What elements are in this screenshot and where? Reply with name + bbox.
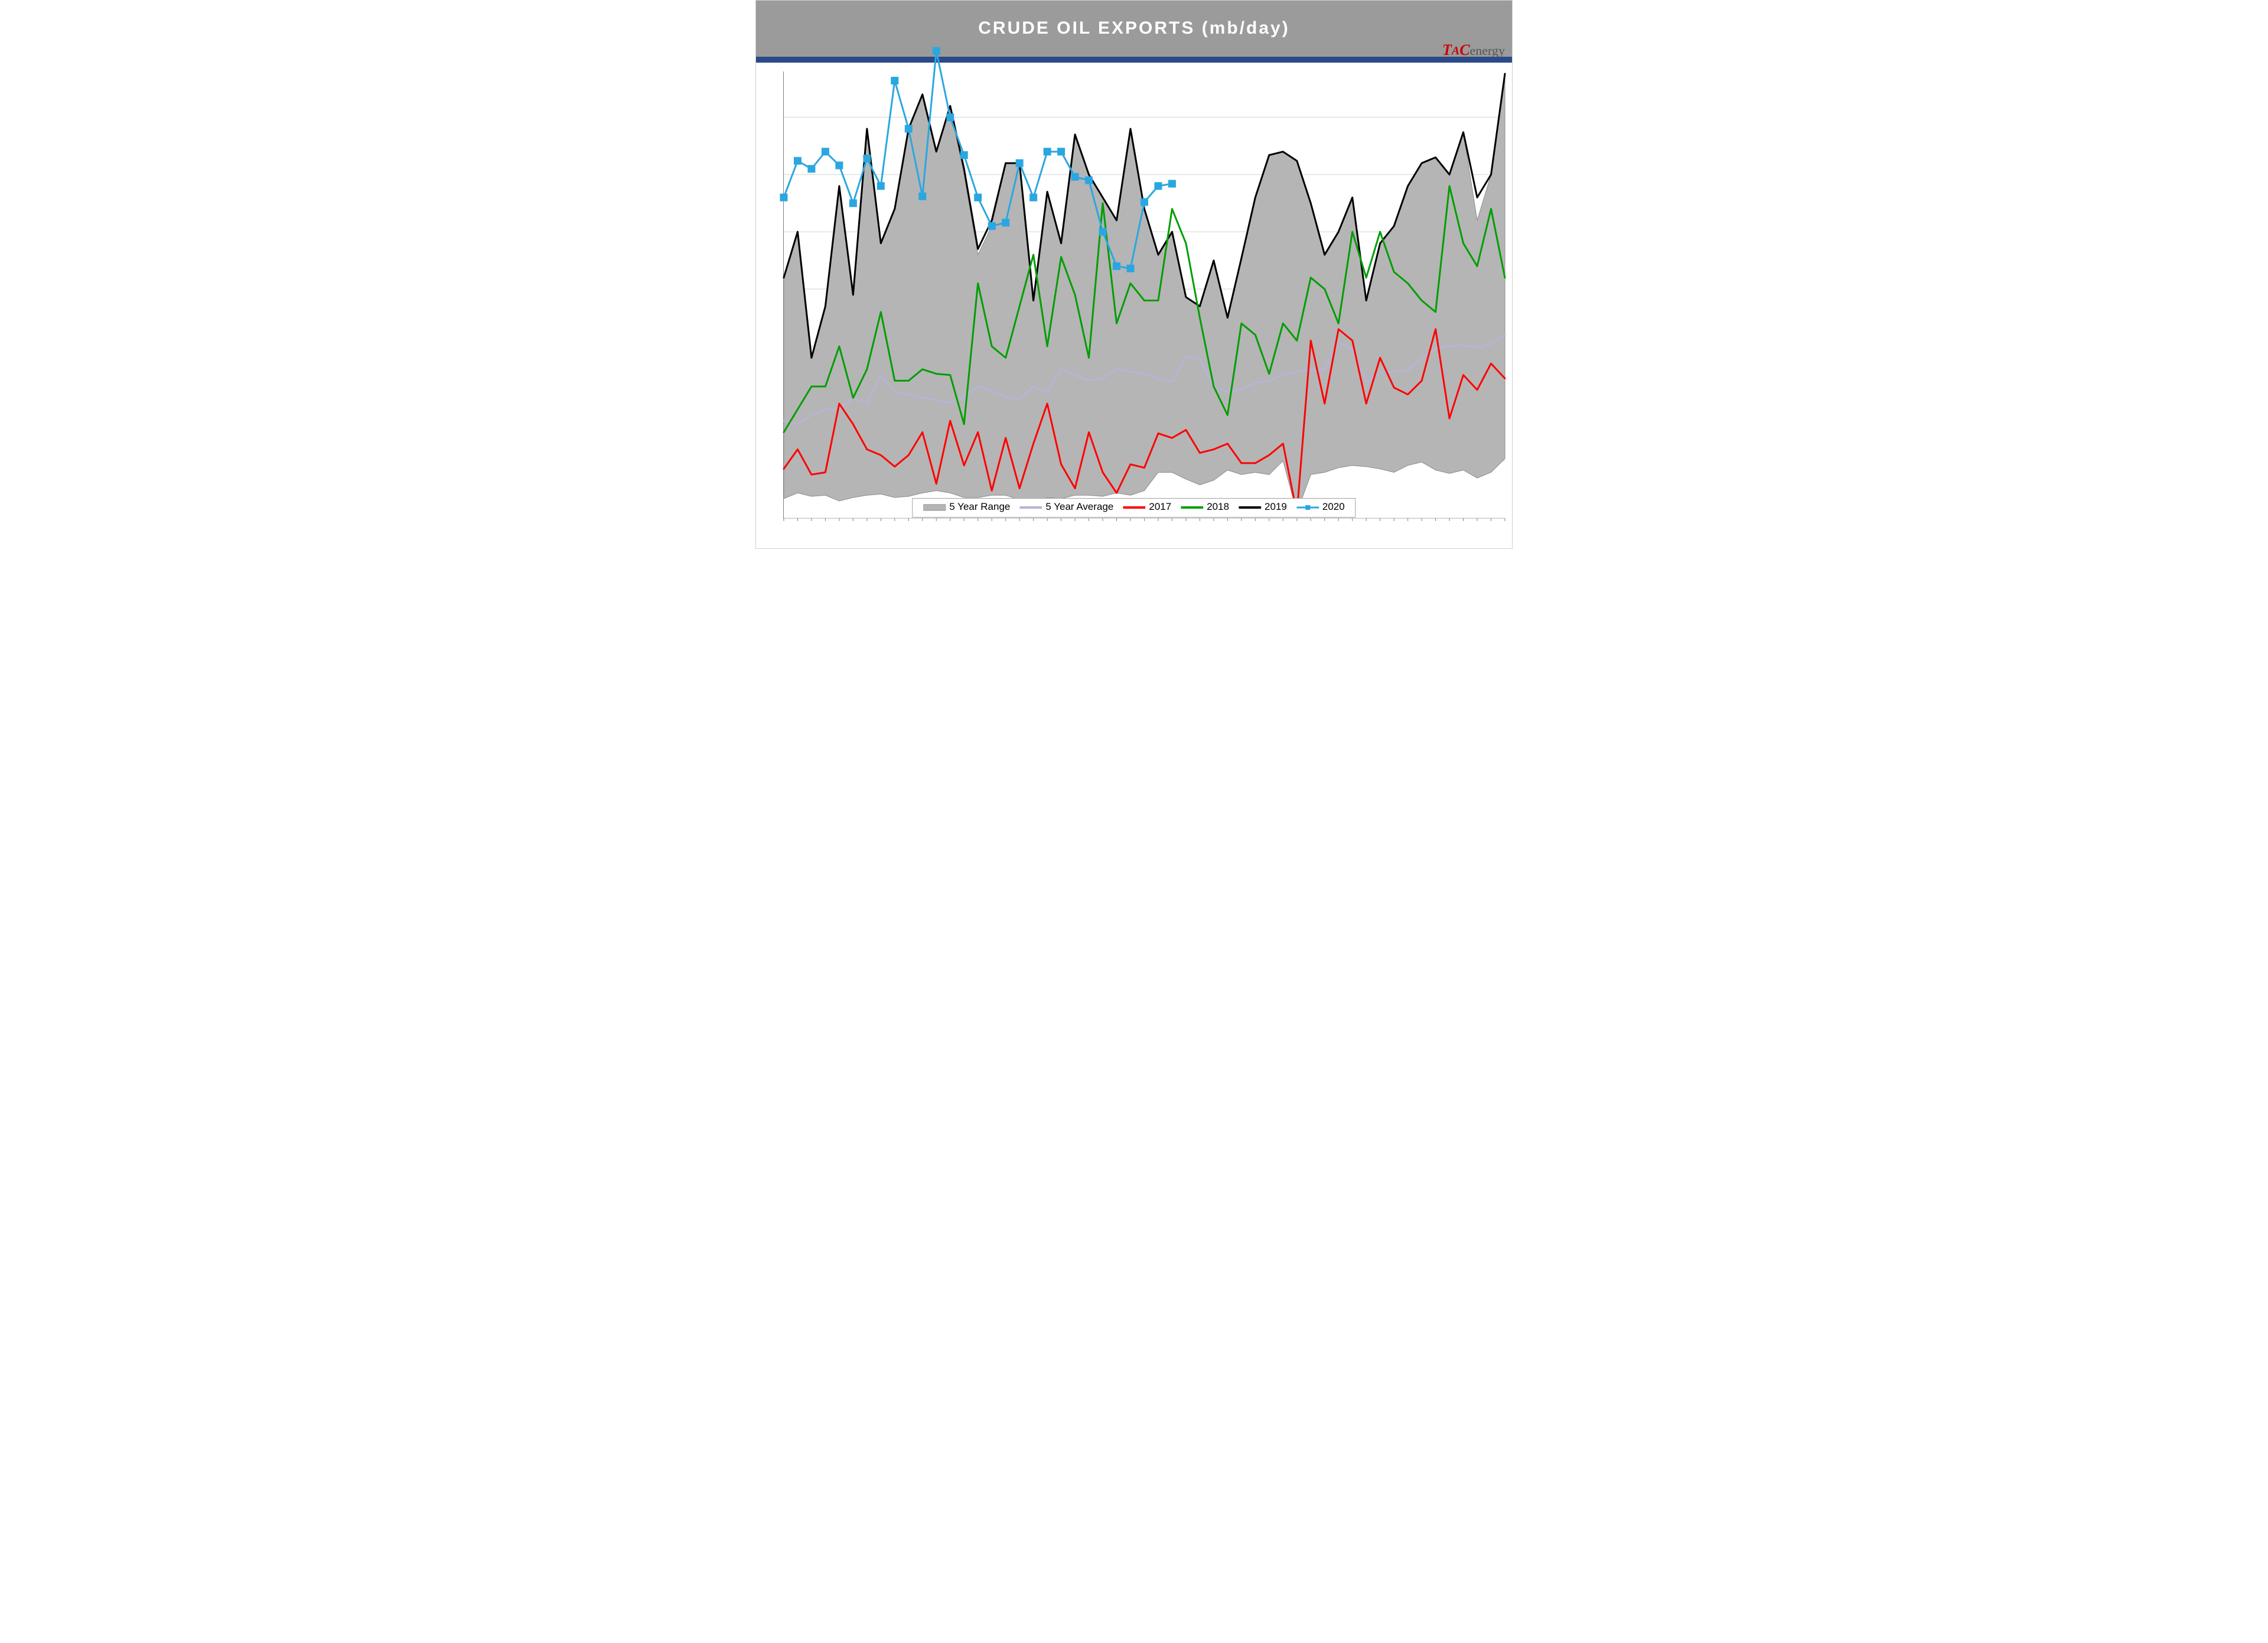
legend-swatch-y2018 [1181,503,1203,511]
marker-y2020 [905,125,912,132]
marker-y2020 [947,114,954,121]
marker-y2020 [891,77,898,84]
marker-y2020 [1086,177,1093,184]
marker-y2020 [1058,148,1065,155]
legend-label-y2017: 2017 [1149,501,1171,513]
marker-y2020 [794,157,801,164]
marker-y2020 [1016,160,1023,167]
tac-energy-logo: TACenergy [1442,41,1505,59]
marker-y2020 [1002,219,1009,226]
range-area [784,74,1505,512]
marker-y2020 [780,194,787,201]
marker-y2020 [836,162,843,169]
marker-y2020 [1141,199,1148,206]
legend-swatch-range_hi [923,503,946,511]
chart-title: CRUDE OIL EXPORTS (mb/day) [756,1,1512,38]
legend-swatch-avg [1019,503,1042,511]
marker-y2020 [822,148,829,155]
marker-y2020 [808,165,815,173]
marker-y2020 [975,194,982,201]
title-bar: CRUDE OIL EXPORTS (mb/day) TACenergy [756,1,1512,63]
legend-swatch-y2017 [1123,503,1145,511]
marker-y2020 [1155,183,1162,190]
legend-label-avg: 5 Year Average [1045,501,1113,513]
legend-label-y2019: 2019 [1265,501,1287,513]
marker-y2020 [1113,263,1120,270]
marker-y2020 [988,223,995,230]
marker-y2020 [877,183,884,190]
marker-y2020 [1127,265,1134,272]
marker-y2020 [1099,228,1106,235]
marker-y2020 [919,193,926,200]
legend-item-y2017: 2017 [1123,501,1171,513]
legend-label-range_hi: 5 Year Range [949,501,1010,513]
marker-y2020 [849,200,856,207]
legend: 5 Year Range 5 Year Average 2017 2018 2019 20… [912,498,1355,518]
legend-label-y2018: 2018 [1207,501,1229,513]
plot-area [783,71,1505,519]
marker-y2020 [960,152,967,159]
legend-item-y2020: 2020 [1296,501,1345,513]
legend-item-range_hi: 5 Year Range [923,501,1010,513]
marker-y2020 [933,47,940,54]
legend-swatch-y2019 [1239,503,1261,511]
legend-item-y2019: 2019 [1239,501,1287,513]
chart-container: CRUDE OIL EXPORTS (mb/day) TACenergy 5 Y… [755,0,1513,549]
marker-y2020 [1168,180,1175,187]
marker-y2020 [863,155,871,162]
marker-y2020 [1030,194,1037,201]
plot-svg [784,71,1505,518]
legend-item-avg: 5 Year Average [1019,501,1113,513]
legend-item-y2018: 2018 [1181,501,1229,513]
marker-y2020 [1071,173,1078,180]
marker-y2020 [1044,148,1051,155]
legend-label-y2020: 2020 [1322,501,1345,513]
legend-swatch-y2020 [1296,503,1319,511]
